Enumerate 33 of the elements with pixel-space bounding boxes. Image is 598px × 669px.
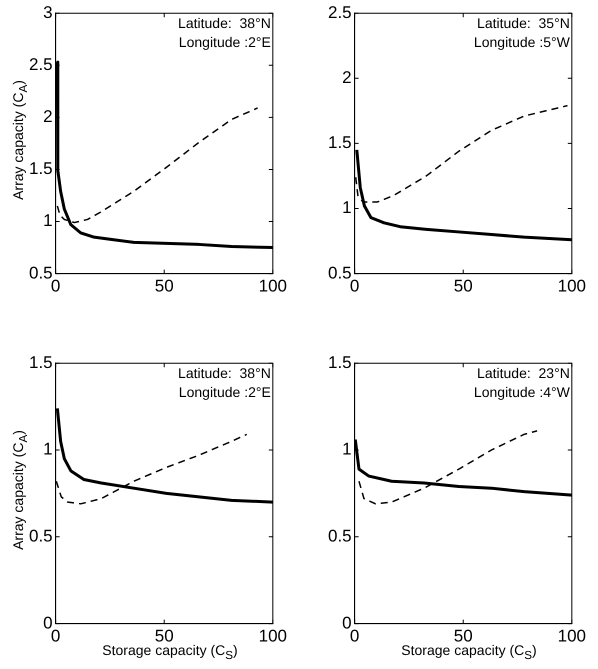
annotation: Latitude: 38°N xyxy=(178,15,271,32)
y-tick-label: 1 xyxy=(43,440,53,459)
y-tick-label: 2 xyxy=(43,107,53,126)
x-tick-label: 100 xyxy=(258,276,288,296)
annotation: Longitude :2°E xyxy=(178,384,271,400)
x-tick-label: 100 xyxy=(558,276,586,296)
annotation: Longitude :5°W xyxy=(474,34,571,50)
y-tick-label: 3 xyxy=(43,2,53,22)
y-tick-label: 2.5 xyxy=(28,54,53,74)
annotation: Longitude :2°E xyxy=(178,34,271,50)
x-tick-label: 50 xyxy=(454,276,473,296)
y-tick-label: 1.5 xyxy=(328,133,352,152)
y-tick-label: 0 xyxy=(43,613,53,632)
annotation: Longitude :4°W xyxy=(474,384,571,400)
y-tick-label: 1.5 xyxy=(28,352,53,372)
annotation: Latitude: 23°N xyxy=(477,365,570,382)
y-tick-label: 2.5 xyxy=(328,2,352,22)
y-tick-label: 0.5 xyxy=(328,263,352,282)
x-tick-label: 100 xyxy=(258,626,288,646)
y-tick-label: 0 xyxy=(342,613,352,632)
y-tick-label: 0.5 xyxy=(328,526,352,546)
annotation: Latitude: 38°N xyxy=(178,365,271,382)
y-tick-label: 1.5 xyxy=(28,159,53,178)
y-tick-label: 0.5 xyxy=(28,263,53,282)
x-tick-label: 100 xyxy=(558,626,586,646)
y-tick-label: 2 xyxy=(342,68,352,87)
annotation: Latitude: 35°N xyxy=(477,15,570,32)
y-tick-label: 0.5 xyxy=(28,526,53,546)
y-tick-label: 1 xyxy=(43,211,53,230)
y-tick-label: 1 xyxy=(342,198,352,218)
x-tick-label: 50 xyxy=(154,276,174,296)
y-tick-label: 1 xyxy=(342,440,352,459)
y-tick-label: 1.5 xyxy=(328,352,352,372)
